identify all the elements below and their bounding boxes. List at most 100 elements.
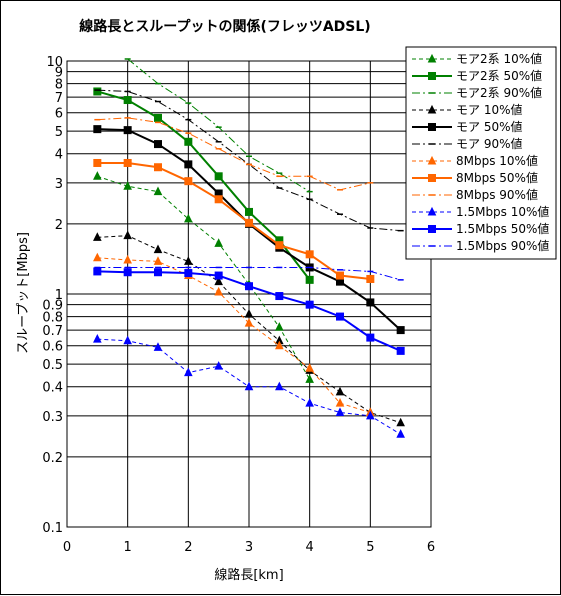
triangle-marker [123,335,132,345]
y-tick-label: 8 [55,78,63,93]
x-tick-label: 4 [306,540,314,555]
legend-label: モア2系 90%値 [456,85,542,100]
triangle-marker [305,398,314,407]
series-9 [93,334,405,438]
legend-item: モア 90%値 [412,136,523,151]
triangle-marker [427,155,437,165]
legend-label: 8Mbps 10%値 [456,153,538,168]
legend-item: 8Mbps 90%値 [412,187,538,202]
triangle-marker [427,104,437,114]
y-tick-label: 0.5 [42,358,63,373]
triangle-marker [244,381,254,391]
legend-label: 8Mbps 90%値 [456,187,538,202]
square-marker [305,250,314,259]
series-8 [94,117,374,191]
triangle-marker [335,398,345,407]
chart-title: 線路長とスループットの関係(フレッツADSL) [79,18,370,35]
series-5 [94,89,404,232]
square-marker [366,298,375,307]
square-marker [336,312,344,321]
triangle-marker [396,417,405,427]
triangle-marker [153,342,163,351]
triangle-marker [305,374,314,383]
square-marker [428,225,436,233]
plot-area-border [66,60,432,528]
x-tick-label: 5 [366,540,374,555]
square-marker [366,333,375,342]
square-marker [305,275,314,284]
x-axis-label: 線路長[km] [214,567,283,583]
series-line [97,161,371,280]
series-line [127,58,310,193]
square-marker [93,87,102,96]
y-tick-label: 0.6 [42,340,63,355]
square-marker [123,268,132,277]
y-tick-label: 9 [55,66,63,81]
legend-item: モア2系 10%値 [412,51,542,66]
square-marker [93,158,102,167]
legend-label: モア2系 50%値 [456,68,542,83]
y-axis-label: スループット[Mbps] [16,232,31,354]
series-0 [93,171,314,383]
x-tick-label: 2 [184,540,192,555]
triangle-marker [244,317,254,327]
square-marker [154,113,162,122]
x-tick-label: 0 [63,540,71,555]
square-marker [245,207,253,216]
y-tick-label: 10 [46,55,63,70]
legend-label: 8Mbps 50%値 [456,170,538,185]
triangle-marker [366,410,375,420]
y-tick-label: 0.2 [42,451,63,466]
square-marker [366,274,375,283]
triangle-marker [123,181,132,190]
triangle-marker [184,256,193,265]
square-marker [184,137,193,146]
triangle-marker [93,232,102,241]
y-tick-label: 0.8 [42,311,63,326]
square-marker [93,267,102,276]
square-marker [305,300,314,309]
series-7 [93,158,375,283]
square-marker [336,271,344,280]
triangle-marker [153,186,163,196]
legend-label: モア 90%値 [456,136,523,151]
series-11 [94,266,404,281]
square-marker [214,172,223,181]
square-marker [245,282,253,291]
square-marker [245,218,253,227]
triangle-marker [427,206,437,216]
y-tick-label: 4 [55,148,63,163]
y-tick-label: 2 [55,218,63,233]
triangle-marker [305,363,314,372]
y-tick-label: 0.1 [42,521,63,536]
square-marker [184,160,193,169]
x-tick-label: 6 [427,540,435,555]
triangle-marker [244,308,254,318]
square-marker [396,346,405,355]
square-marker [154,163,162,172]
square-marker [428,174,436,182]
y-tick-label: 0.4 [42,381,63,396]
legend-label: モア 50%値 [456,119,523,134]
legend-label: モア 10%値 [456,102,523,117]
square-marker [428,72,436,80]
legend-item: モア 50%値 [412,119,523,134]
y-tick-label: 0.7 [42,324,63,339]
triangle-marker [335,386,345,396]
square-marker [184,269,193,278]
legend-label: 1.5Mbps 90%値 [456,238,549,253]
triangle-marker [184,213,193,223]
series-line [97,257,371,413]
triangle-marker [93,171,102,180]
square-marker [123,96,132,105]
square-marker [154,268,162,277]
triangle-marker [275,340,284,350]
triangle-marker [214,276,223,286]
legend-item: モア2系 90%値 [412,85,542,100]
series-line [97,90,311,281]
data-series [93,58,405,438]
legend-item: 8Mbps 10%値 [412,153,538,168]
triangle-marker [123,254,132,264]
